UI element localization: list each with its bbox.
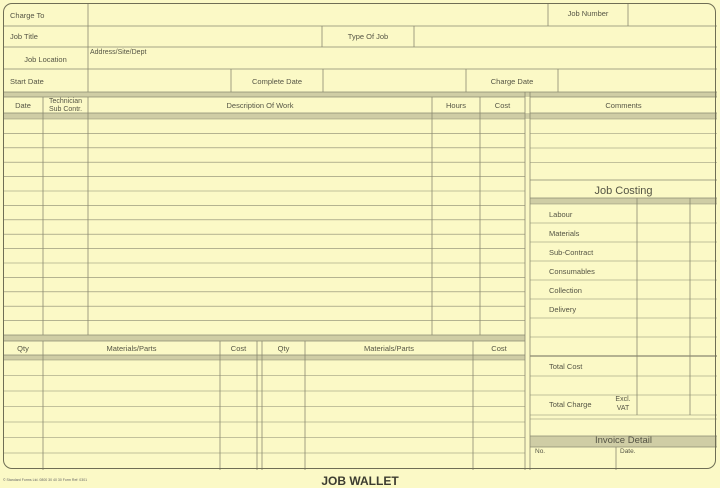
materials-band-bottom [3,355,525,360]
costing-delivery: Delivery [549,305,577,314]
address-label: Address/Site/Dept [90,49,147,56]
invoice-band [530,436,717,447]
header-band-bottom [3,113,717,119]
start-date-label: Start Date [10,77,44,86]
mat-col-qty-2: Qty [277,344,290,353]
costing-consumables: Consumables [549,267,595,276]
col-description: Description Of Work [226,101,294,110]
job-number-label: Job Number [567,9,609,18]
job-costing-title: Job Costing [594,185,653,197]
complete-date-label: Complete Date [251,77,303,86]
total-cost-label: Total Cost [549,362,583,371]
start-date-field[interactable] [89,70,230,91]
invoice-no-label: No. [535,448,546,455]
type-of-job-field[interactable] [415,27,715,46]
costing-collection: Collection [549,286,582,295]
invoice-date-field[interactable] [617,447,715,469]
job-location-label: Job Location [24,55,67,64]
costing-labour: Labour [549,210,573,219]
charge-date-field[interactable] [559,70,715,91]
charge-date-label: Charge Date [490,77,534,86]
excl-label: Excl. [615,396,631,403]
job-location-field[interactable] [89,48,715,68]
form-border [3,3,716,469]
vat-label: VAT [616,405,630,412]
col-hours: Hours [445,101,466,110]
costing-sub-contract: Sub-Contract [549,248,594,257]
mat-col-materials: Materials/Parts [106,344,157,353]
col-sub-contr: Sub Contr. [48,106,83,113]
job-title-field[interactable] [89,27,321,46]
charge-to-label: Charge To [10,11,45,20]
footer-copyright: © Standard Forms Ltd. 0800 30 40 30 Form… [3,478,88,482]
total-charge-label: Total Charge [549,400,592,409]
form-title: JOB WALLET [321,474,399,488]
mat-col-cost: Cost [230,344,247,353]
col-date: Date [15,101,31,110]
invoice-no-field[interactable] [531,447,616,469]
col-cost: Cost [494,101,511,110]
invoice-date-label: Date. [620,448,636,455]
header-band-top [3,92,717,97]
invoice-detail-title: Invoice Detail [594,435,653,446]
mat-col-materials-2: Materials/Parts [363,344,414,353]
charge-to-field[interactable] [89,4,547,25]
job-title-label: Job Title [10,32,38,41]
costing-materials: Materials [549,229,580,238]
type-of-job-label: Type Of Job [347,32,389,41]
costing-band [530,198,717,204]
job-number-field[interactable] [629,4,715,25]
comments-label: Comments [605,101,642,110]
col-technician: Technician [48,98,83,105]
mat-col-cost-2: Cost [491,344,507,353]
materials-band-top [3,335,525,341]
mat-col-qty: Qty [17,344,29,353]
complete-date-field[interactable] [324,70,465,91]
